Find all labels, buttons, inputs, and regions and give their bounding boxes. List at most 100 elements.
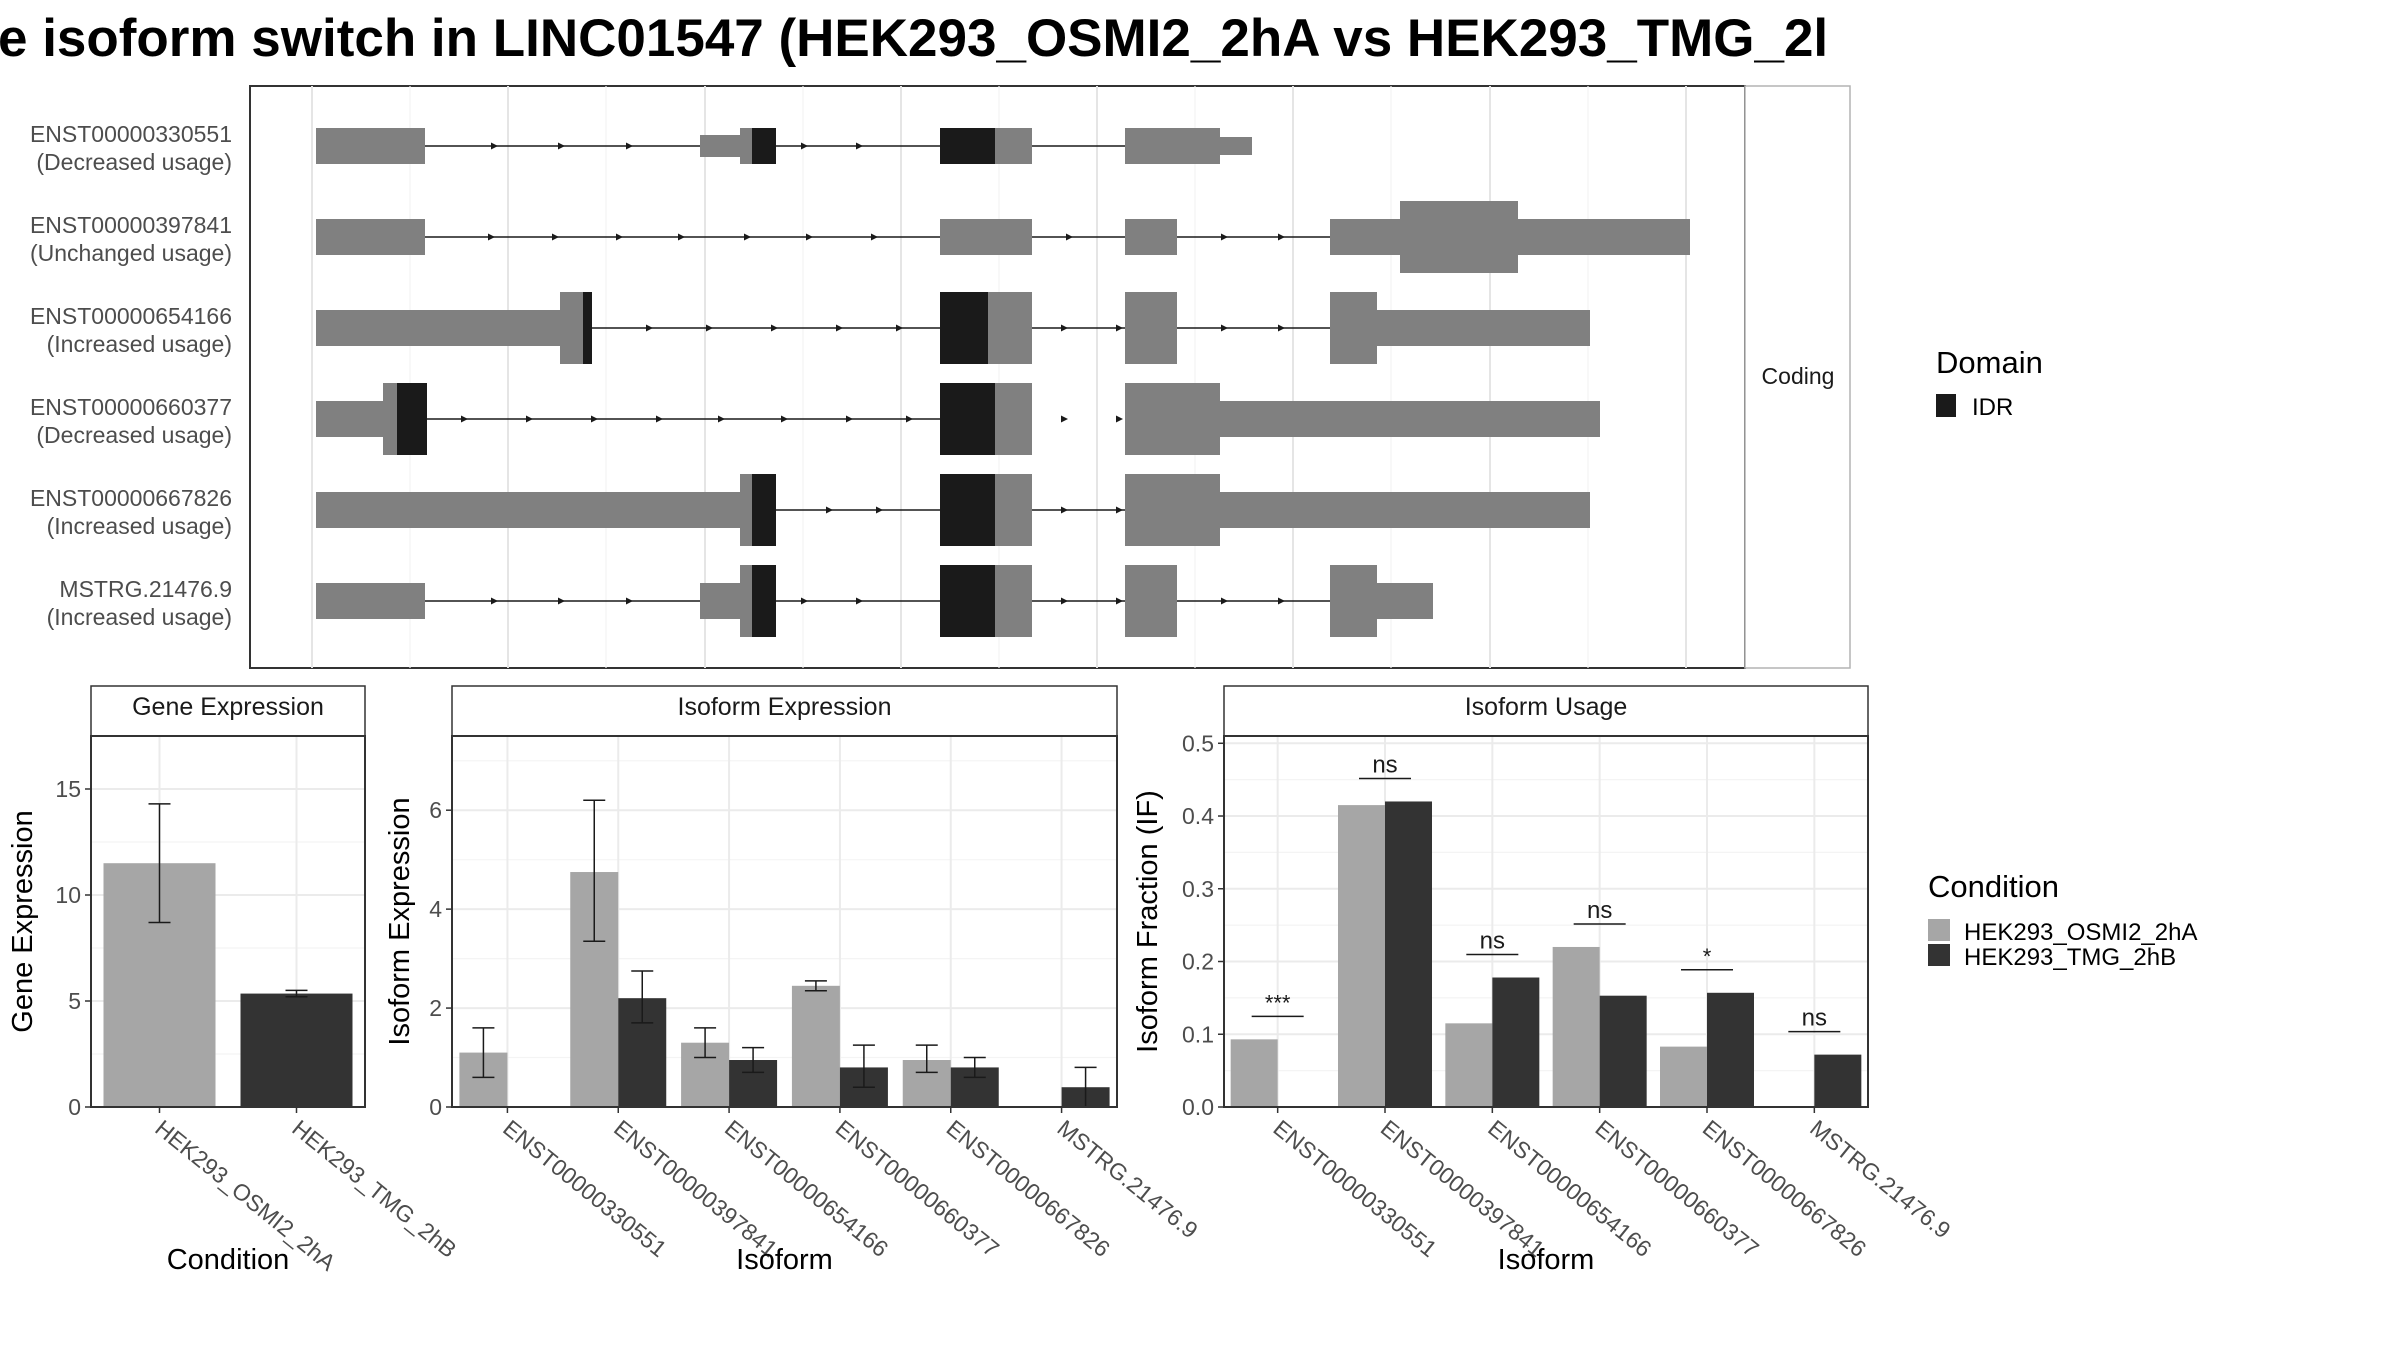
strand-arrow [906, 415, 913, 423]
plot-background [1224, 736, 1868, 1107]
exon [1220, 401, 1600, 437]
strand-arrow [491, 597, 498, 605]
y-tick-label: 0.5 [1182, 730, 1214, 756]
strand-arrow [706, 324, 713, 332]
strip-coding-label: Coding [1762, 363, 1835, 389]
transcript-usage: (Increased usage) [47, 604, 232, 630]
strand-arrow [876, 506, 883, 514]
structure-marks [316, 128, 1690, 637]
isoform-usage-panel: Isoform Usage *** ns ns ns * ns 0.0 0.1 0.2 0.3 0.4… [1132, 685, 1956, 1276]
exon [1125, 219, 1177, 255]
strand-arrow [488, 233, 495, 241]
strand-arrow [1066, 233, 1073, 241]
exon [740, 128, 752, 164]
y-tick-label: 15 [55, 776, 81, 802]
strip-coding [1744, 85, 1851, 669]
y-tick-label: 4 [429, 896, 442, 922]
x-axis-title: Isoform [736, 1244, 833, 1276]
exon [316, 401, 383, 437]
y-tick-label: 0.1 [1182, 1021, 1214, 1047]
bar [240, 993, 353, 1107]
strand-arrow [1278, 324, 1285, 332]
transcript-usage: (Decreased usage) [36, 149, 232, 175]
structure-grid [311, 86, 1687, 668]
idr-domain [752, 565, 776, 637]
bar [1599, 995, 1647, 1107]
y-tick-label: 0 [68, 1094, 81, 1120]
strand-arrow [1061, 597, 1068, 605]
y-axis-title: Gene Expression [7, 810, 39, 1032]
exon [700, 135, 740, 157]
significance-label: ns [1480, 928, 1505, 955]
y-tick-label: 10 [55, 882, 81, 908]
legend-key-idr [1936, 394, 1956, 417]
strand-arrow [771, 324, 778, 332]
legend-label-cond-a: HEK293_OSMI2_2hA [1964, 919, 2197, 946]
exon [1400, 201, 1518, 273]
strand-arrow [626, 142, 633, 150]
bar [1445, 1023, 1493, 1107]
strand-arrow [626, 597, 633, 605]
y-tick-label: 0.3 [1182, 876, 1214, 902]
y-tick-label: 0 [429, 1094, 442, 1120]
legend-key-cond-a [1928, 919, 1950, 941]
exon [1377, 310, 1590, 346]
exon [1220, 137, 1252, 155]
strand-arrow [558, 597, 565, 605]
exon [1330, 565, 1377, 637]
significance-label: * [1703, 944, 1712, 969]
panel-border [451, 735, 1118, 1108]
panel-border [1223, 735, 1869, 1108]
exon [1125, 565, 1177, 637]
transcript-id: ENST00000654166 [30, 303, 232, 329]
bar [1814, 1054, 1862, 1107]
exon [700, 583, 740, 619]
transcript-usage: (Unchanged usage) [30, 240, 232, 266]
exon [1125, 474, 1220, 546]
exon [740, 565, 752, 637]
strand-arrow [826, 506, 833, 514]
y-axis-title: Isoform Fraction (IF) [1132, 790, 1164, 1053]
y-tick-label: 0.2 [1182, 949, 1214, 975]
strand-arrow [744, 233, 751, 241]
strand-arrow [801, 142, 808, 150]
strand-arrow [781, 415, 788, 423]
exon [1330, 219, 1400, 255]
domain-legend-title: Domain [1936, 345, 2043, 380]
idr-domain [940, 292, 988, 364]
exon [1518, 219, 1690, 255]
idr-domain [752, 128, 776, 164]
significance-label: ns [1587, 897, 1612, 924]
exon [1125, 383, 1220, 455]
panel-title: Isoform Expression [678, 693, 892, 721]
strand-arrow [836, 324, 843, 332]
y-tick-label: 2 [429, 995, 442, 1021]
strand-arrow [856, 142, 863, 150]
legend-label-idr: IDR [1972, 394, 2013, 421]
exon [316, 492, 740, 528]
idr-domain [940, 383, 995, 455]
transcript-structure-panel: ENST00000330551(Decreased usage)ENST0000… [30, 85, 1851, 669]
bar [1660, 1046, 1707, 1107]
strand-arrow [1278, 233, 1285, 241]
bar [1230, 1039, 1278, 1107]
exon [1125, 292, 1177, 364]
strand-arrow [718, 415, 725, 423]
y-tick-label: 6 [429, 797, 442, 823]
strand-arrow [1116, 506, 1123, 514]
strand-arrow [1116, 415, 1123, 423]
strand-arrow [1061, 415, 1068, 423]
exon [940, 219, 1032, 255]
exon [1125, 128, 1220, 164]
transcript-usage: (Decreased usage) [36, 422, 232, 448]
idr-domain [583, 292, 592, 364]
strand-arrow [526, 415, 533, 423]
exon [1220, 492, 1590, 528]
domain-legend: Domain IDR [1936, 345, 2043, 421]
bar [1338, 805, 1385, 1107]
y-tick-label: 0.4 [1182, 803, 1214, 829]
strand-arrow [896, 324, 903, 332]
panel-title: Isoform Usage [1465, 693, 1628, 721]
panel-border [90, 735, 366, 1108]
